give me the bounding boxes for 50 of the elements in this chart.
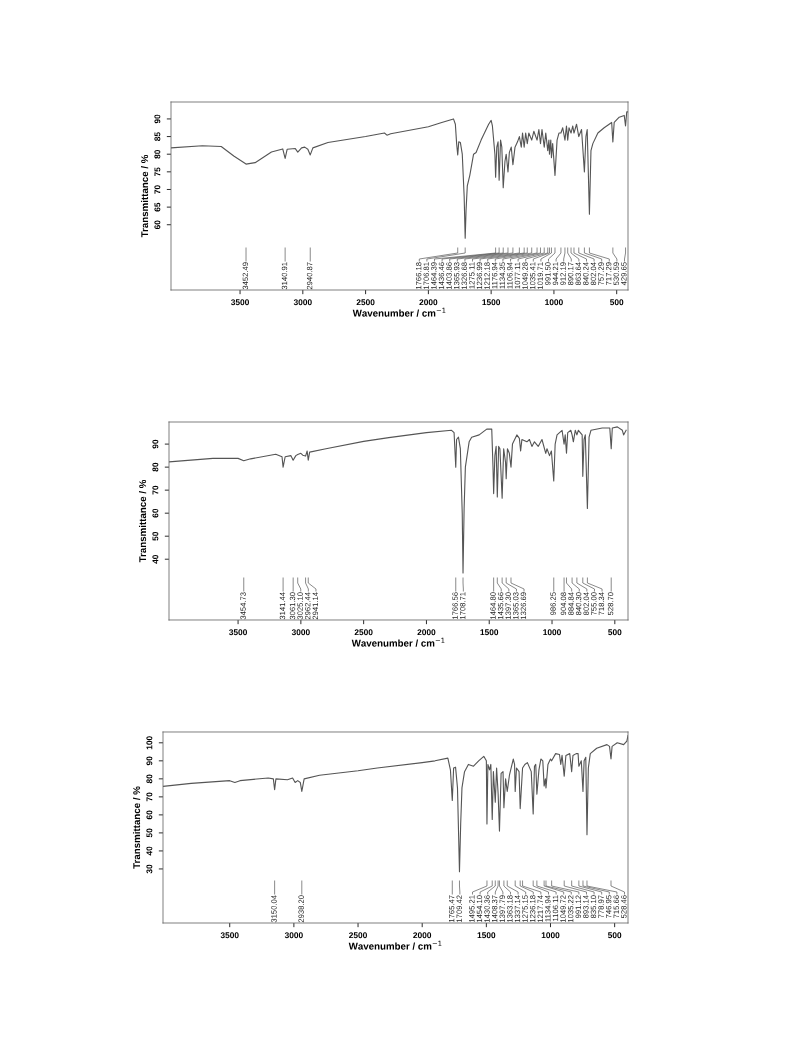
x-tick-label: 1500 <box>480 629 499 636</box>
x-axis-title: Wavenumber / cm$^{−1}$ <box>351 637 445 647</box>
x-tick-label: 3000 <box>291 629 310 636</box>
y-tick-label: 60 <box>154 220 161 230</box>
x-tick-label: 1000 <box>545 299 563 306</box>
y-axis-title: Transmittance / % <box>140 154 149 238</box>
x-tick-label: 1000 <box>541 932 560 939</box>
y-tick-label: 70 <box>146 792 153 802</box>
x-tick-label: 2500 <box>354 629 373 636</box>
y-tick-label: 90 <box>154 114 161 124</box>
x-tick-label: 3500 <box>228 629 247 636</box>
line-series <box>169 426 627 574</box>
x-tick-label: 2500 <box>349 932 367 939</box>
y-tick-label: 80 <box>152 462 159 472</box>
y-tick-label: 60 <box>146 810 153 820</box>
x-tick-label: 1000 <box>543 629 561 636</box>
y-tick-label: 90 <box>152 439 159 449</box>
x-axis-title: Wavenumber / cm$^{−1}$ <box>348 940 442 950</box>
y-tick-label: 100 <box>146 736 153 750</box>
y-axis-title: Transmittance / % <box>138 479 147 563</box>
y-tick-label: 30 <box>146 864 153 874</box>
x-tick-label: 500 <box>610 299 624 306</box>
x-tick-label: 500 <box>608 629 622 636</box>
y-tick-label: 40 <box>152 554 159 564</box>
x-tick-label: 3500 <box>220 932 239 939</box>
x-tick-label: 2500 <box>356 299 375 306</box>
y-tick-label: 50 <box>152 531 159 541</box>
y-tick-label: 80 <box>146 774 153 784</box>
x-tick-label: 3000 <box>284 932 303 939</box>
x-tick-label: 2000 <box>419 299 438 306</box>
y-tick-label: 75 <box>154 167 161 177</box>
x-tick-label: 3000 <box>293 299 312 306</box>
y-tick-label: 85 <box>154 132 161 141</box>
x-tick-label: 2000 <box>413 932 432 939</box>
x-tick-label: 3500 <box>230 299 249 306</box>
y-tick-label: 70 <box>154 185 161 194</box>
y-tick-label: 70 <box>152 485 159 495</box>
y-tick-label: 50 <box>146 828 153 838</box>
y-axis-title: Transmittance / % <box>132 786 141 869</box>
x-tick-label: 1500 <box>477 932 496 939</box>
y-tick-label: 65 <box>154 202 161 212</box>
y-tick-label: 90 <box>146 756 153 766</box>
x-tick-label: 500 <box>607 932 622 939</box>
x-tick-label: 2000 <box>417 629 436 636</box>
x-axis-title: Wavenumber / cm$^{−1}$ <box>352 307 446 317</box>
x-tick-label: 1500 <box>482 299 501 306</box>
y-tick-label: 40 <box>146 846 153 856</box>
line-series <box>171 111 628 239</box>
y-tick-label: 80 <box>154 149 161 159</box>
y-tick-label: 60 <box>152 508 159 518</box>
